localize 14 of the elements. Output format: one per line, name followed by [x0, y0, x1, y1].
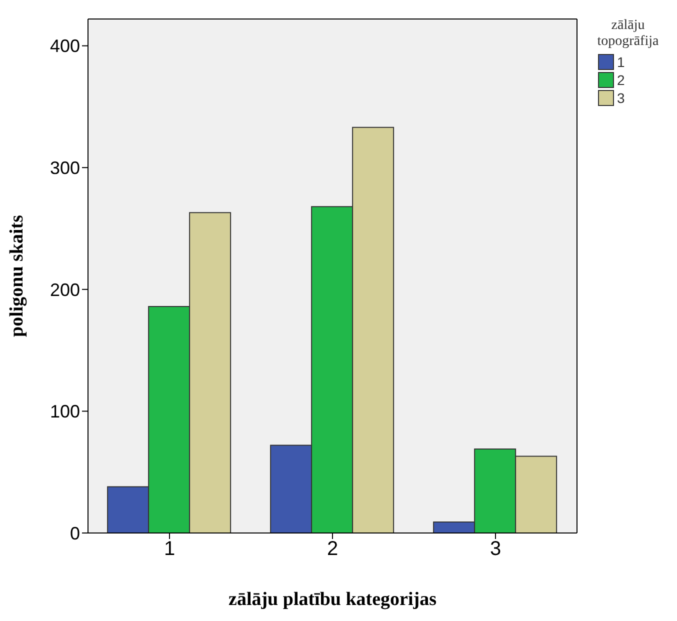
y-tick-label: 0 — [70, 523, 80, 544]
legend-title: zālāju topogrāfija — [596, 18, 660, 50]
x-tick-label: 1 — [164, 538, 176, 560]
x-axis-title: zālāju platību kategorijas — [228, 589, 436, 610]
legend-label: 3 — [617, 90, 625, 106]
x-tick-label: 2 — [326, 538, 338, 560]
y-axis-title: poligonu skaits — [6, 215, 28, 337]
y-tick-label: 300 — [50, 158, 80, 178]
y-tick-label: 100 — [50, 402, 80, 422]
legend-label: 2 — [617, 72, 625, 88]
y-tick-label: 200 — [50, 280, 80, 300]
y-tick-label: 400 — [50, 36, 80, 56]
x-tick-label: 3 — [490, 538, 502, 560]
legend-label: 1 — [617, 54, 625, 70]
